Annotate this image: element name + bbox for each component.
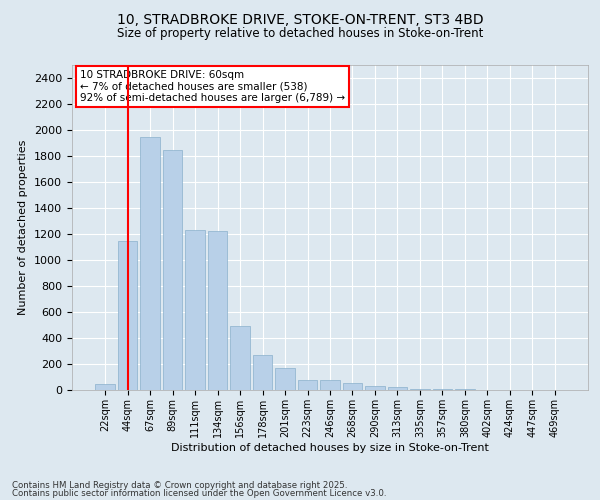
Bar	[298, 380, 317, 390]
Bar	[433, 389, 452, 390]
Bar	[208, 232, 227, 390]
Bar	[140, 136, 160, 390]
Bar	[163, 150, 182, 390]
Bar	[253, 355, 272, 390]
Bar	[185, 230, 205, 390]
Text: Contains public sector information licensed under the Open Government Licence v3: Contains public sector information licen…	[12, 488, 386, 498]
Bar	[95, 384, 115, 390]
X-axis label: Distribution of detached houses by size in Stoke-on-Trent: Distribution of detached houses by size …	[171, 442, 489, 452]
Text: Contains HM Land Registry data © Crown copyright and database right 2025.: Contains HM Land Registry data © Crown c…	[12, 481, 347, 490]
Bar	[388, 388, 407, 390]
Bar	[275, 368, 295, 390]
Bar	[320, 380, 340, 390]
Text: 10 STRADBROKE DRIVE: 60sqm
← 7% of detached houses are smaller (538)
92% of semi: 10 STRADBROKE DRIVE: 60sqm ← 7% of detac…	[80, 70, 345, 103]
Bar	[230, 326, 250, 390]
Bar	[343, 383, 362, 390]
Text: 10, STRADBROKE DRIVE, STOKE-ON-TRENT, ST3 4BD: 10, STRADBROKE DRIVE, STOKE-ON-TRENT, ST…	[116, 12, 484, 26]
Bar	[410, 388, 430, 390]
Text: Size of property relative to detached houses in Stoke-on-Trent: Size of property relative to detached ho…	[117, 28, 483, 40]
Bar	[118, 240, 137, 390]
Bar	[365, 386, 385, 390]
Y-axis label: Number of detached properties: Number of detached properties	[19, 140, 28, 315]
